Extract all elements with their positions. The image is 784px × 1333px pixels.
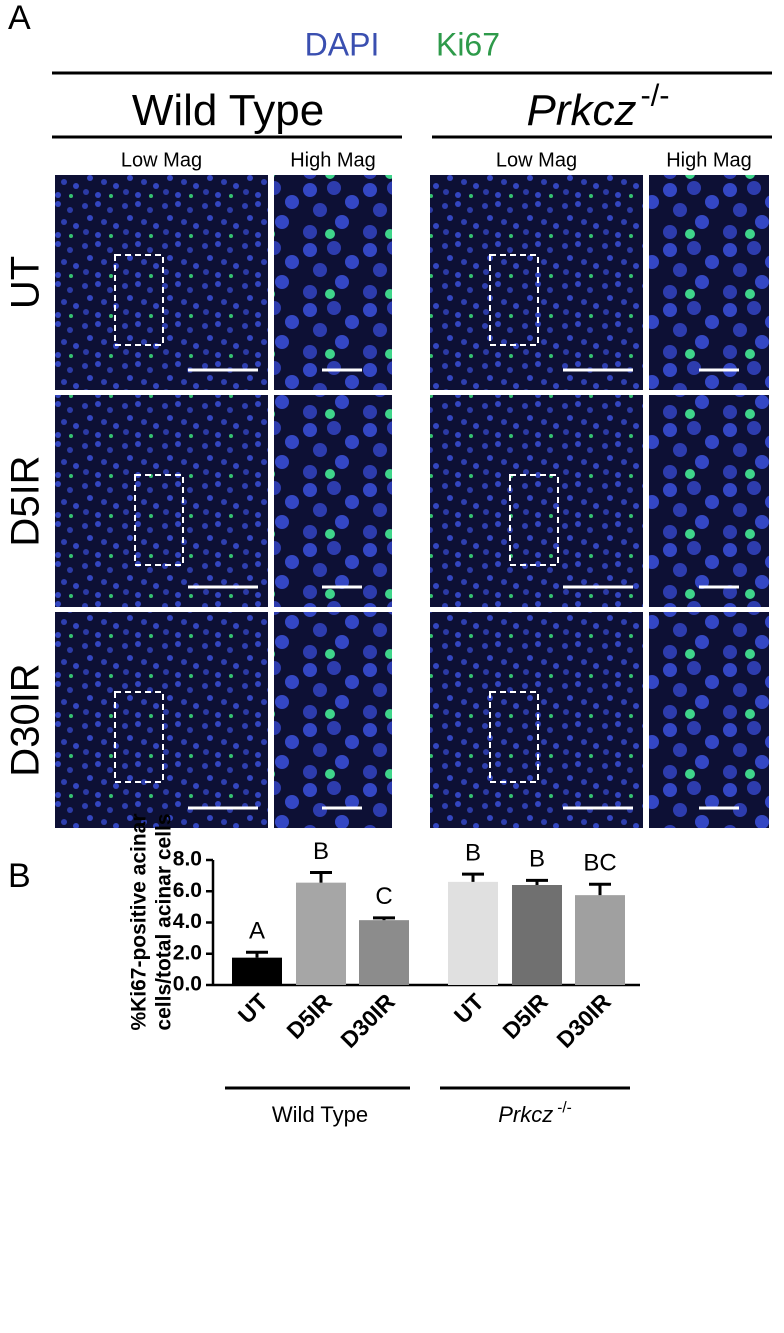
inset-box xyxy=(509,474,559,566)
significance-letter: B xyxy=(529,846,545,873)
micrograph xyxy=(649,395,769,607)
group-label: Prkcz -/- xyxy=(498,1099,572,1126)
bar xyxy=(448,881,498,985)
micrograph xyxy=(649,175,769,390)
row-label: D30IR xyxy=(4,663,48,776)
significance-letter: B xyxy=(313,838,329,865)
micrograph xyxy=(274,612,392,828)
bar xyxy=(575,895,625,985)
micrograph xyxy=(430,612,643,828)
micrograph xyxy=(274,175,392,390)
micrograph xyxy=(55,395,268,607)
stain-label: Ki67 xyxy=(436,26,500,62)
column-label: Low Mag xyxy=(121,149,202,171)
group-superscript: -/- xyxy=(640,78,669,113)
group-superscript: -/- xyxy=(557,1099,572,1116)
column-label: High Mag xyxy=(290,149,376,171)
row-label: UT xyxy=(4,256,48,309)
y-tick-label: 8.0 xyxy=(173,848,202,871)
micrograph xyxy=(430,175,643,390)
inset-box xyxy=(134,474,184,566)
group-name: Prkcz xyxy=(526,86,636,135)
group-name: Wild Type xyxy=(272,1102,368,1127)
micrograph xyxy=(649,612,769,828)
y-axis-label: cells/total acinar cells xyxy=(153,813,176,1030)
bar xyxy=(359,920,409,985)
column-label: High Mag xyxy=(666,149,752,171)
micrograph xyxy=(55,175,268,390)
y-tick-label: 4.0 xyxy=(173,910,202,933)
group-label: Wild Type xyxy=(272,1102,368,1127)
micrograph xyxy=(430,395,643,607)
significance-letter: A xyxy=(249,918,265,945)
row-label: D5IR xyxy=(4,455,48,546)
group-label: Wild Type xyxy=(132,86,324,135)
inset-box xyxy=(489,254,539,346)
bar xyxy=(296,882,346,985)
bar xyxy=(232,957,282,985)
y-tick-label: 2.0 xyxy=(173,941,202,964)
x-tick-label: UT xyxy=(449,988,489,1028)
micrograph xyxy=(274,395,392,607)
group-name: Prkcz xyxy=(498,1102,553,1127)
group-label: Prkcz -/- xyxy=(526,78,669,135)
stain-label: DAPI xyxy=(305,26,380,62)
x-tick-label: D30IR xyxy=(335,988,400,1053)
y-tick-label: 6.0 xyxy=(173,879,202,902)
x-tick-label: D30IR xyxy=(551,988,616,1053)
y-tick-label: 0.0 xyxy=(173,973,202,996)
significance-letter: BC xyxy=(583,850,616,877)
inset-box xyxy=(114,691,164,783)
x-tick-label: D5IR xyxy=(281,988,337,1044)
x-tick-label: UT xyxy=(233,988,273,1028)
significance-letter: B xyxy=(465,839,481,866)
group-name: Wild Type xyxy=(132,86,324,135)
panel-label: B xyxy=(8,857,31,895)
inset-box xyxy=(489,691,539,783)
column-label: Low Mag xyxy=(496,149,577,171)
inset-box xyxy=(114,254,164,346)
y-axis-label: %Ki67-positive acinar xyxy=(128,813,151,1030)
significance-letter: C xyxy=(375,883,392,910)
x-tick-label: D5IR xyxy=(497,988,553,1044)
micrograph xyxy=(55,612,268,828)
panel-label: A xyxy=(8,0,31,37)
bar xyxy=(512,885,562,985)
